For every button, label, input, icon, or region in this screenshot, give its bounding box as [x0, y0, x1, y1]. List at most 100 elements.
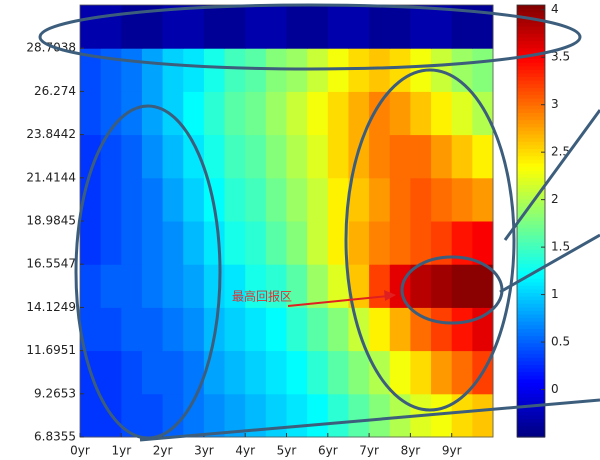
colorbar-step — [517, 411, 545, 416]
cell — [121, 393, 143, 438]
colorbar-tick-label: 0 — [551, 382, 559, 396]
colorbar-step — [517, 66, 545, 71]
colorbar-step — [517, 397, 545, 402]
colorbar-step — [517, 235, 545, 240]
cell — [245, 177, 267, 222]
colorbar-step — [517, 84, 545, 89]
cell — [451, 264, 473, 308]
cell — [100, 5, 122, 49]
cell — [472, 134, 494, 179]
cell — [472, 307, 494, 352]
colorbar-step — [517, 210, 545, 215]
cell — [183, 221, 205, 265]
cell — [369, 307, 391, 352]
cell — [327, 177, 349, 222]
colorbar-step — [517, 422, 545, 427]
cell — [121, 134, 143, 179]
colorbar-step — [517, 401, 545, 406]
colorbar-step — [517, 264, 545, 269]
colorbar-step — [517, 145, 545, 150]
cell — [141, 48, 164, 92]
cell — [162, 307, 184, 352]
colorbar-step — [517, 354, 545, 359]
colorbar-step — [517, 59, 545, 64]
ellipse — [38, 3, 582, 71]
colorbar-step — [517, 8, 545, 13]
colorbar-step — [517, 224, 545, 229]
cell — [162, 221, 184, 265]
colorbar-step — [517, 134, 545, 139]
colorbar-step — [517, 77, 545, 82]
cell — [410, 350, 432, 395]
colorbar-tick-label: 2 — [551, 192, 559, 206]
cell — [472, 177, 494, 222]
arrow — [287, 295, 389, 307]
cell — [327, 5, 349, 49]
cell — [286, 177, 308, 222]
cell — [162, 48, 184, 92]
cell — [410, 5, 432, 49]
colorbar-step — [517, 282, 545, 287]
colorbar-step — [517, 329, 545, 334]
colorbar-step — [517, 192, 545, 197]
cell — [286, 221, 308, 265]
cell — [286, 393, 308, 438]
cell — [203, 48, 226, 92]
cell — [307, 134, 329, 179]
x-tick-label: 3yr — [194, 444, 214, 458]
cell — [265, 134, 287, 179]
colorbar-step — [517, 246, 545, 251]
colorbar-step — [517, 199, 545, 204]
cell — [286, 91, 308, 136]
cell — [80, 48, 102, 92]
cell — [327, 264, 349, 308]
cell — [389, 221, 411, 265]
cell — [451, 393, 473, 438]
cell — [203, 264, 226, 308]
x-tick-label: 9yr — [442, 444, 462, 458]
colorbar-step — [517, 181, 545, 186]
cell — [162, 5, 184, 49]
cell — [183, 177, 205, 222]
cell — [431, 5, 453, 49]
cell — [389, 91, 411, 136]
cell — [410, 91, 432, 136]
axes: 6.8355 9.2653 11.6951 14.1249 16.5547 18.9845… — [26, 4, 494, 458]
cell — [348, 177, 370, 222]
colorbar-step — [517, 167, 545, 172]
cell — [141, 134, 164, 179]
colorbar-step — [517, 131, 545, 136]
cell — [369, 48, 391, 92]
cell — [100, 350, 122, 395]
x-tick-label: 0yr — [70, 444, 90, 458]
cell — [472, 393, 494, 438]
colorbar-step — [517, 231, 545, 236]
cell — [451, 48, 473, 92]
colorbar-step — [517, 347, 545, 352]
colorbar-tick-label: 3.5 — [551, 50, 570, 64]
cell — [431, 221, 453, 265]
x-tick-label: 5yr — [277, 444, 297, 458]
cell — [410, 307, 432, 352]
colorbar-step — [517, 62, 545, 67]
cell — [121, 221, 143, 265]
cell — [203, 91, 226, 136]
colorbar-step — [517, 393, 545, 398]
cell — [121, 264, 143, 308]
cell — [141, 264, 164, 308]
cell — [286, 5, 308, 49]
colorbar-tick-label: 1.5 — [551, 240, 570, 254]
colorbar-step — [517, 41, 545, 46]
colorbar-step — [517, 69, 545, 74]
cell — [80, 264, 102, 308]
colorbar-step — [517, 307, 545, 312]
heatmap — [80, 5, 494, 438]
cell — [121, 5, 143, 49]
cell — [265, 350, 287, 395]
colorbar-step — [517, 343, 545, 348]
colorbar-step — [517, 419, 545, 424]
colorbar-step — [517, 12, 545, 17]
cell — [451, 350, 473, 395]
x-tick-label: 1yr — [111, 444, 131, 458]
colorbar-step — [517, 73, 545, 78]
